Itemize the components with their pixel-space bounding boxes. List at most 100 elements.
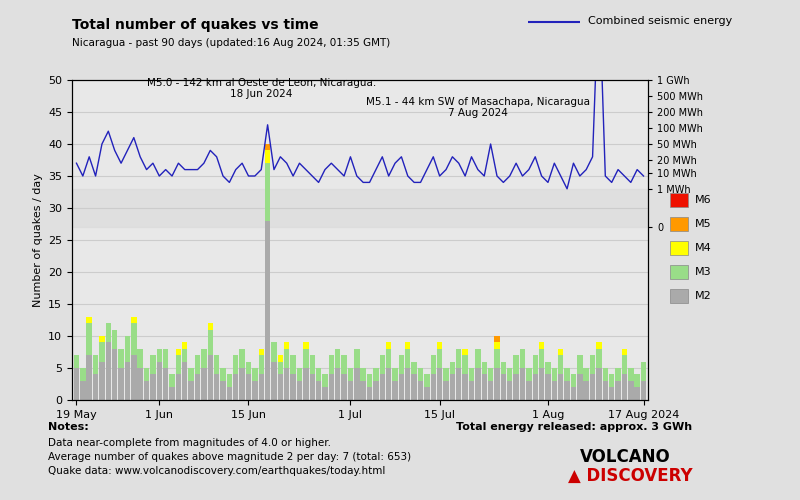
Bar [144, 381, 150, 400]
Bar [418, 368, 423, 381]
Bar [252, 381, 258, 400]
Bar [430, 374, 436, 400]
Bar [233, 374, 238, 400]
Bar [252, 368, 258, 381]
Bar [112, 349, 118, 400]
Bar [520, 349, 525, 368]
Bar [494, 336, 500, 342]
Text: M5: M5 [694, 219, 711, 229]
Bar [310, 374, 315, 400]
Bar [86, 323, 92, 355]
Bar [583, 381, 589, 400]
Bar [596, 368, 602, 400]
Bar [596, 349, 602, 368]
Bar [74, 368, 79, 400]
Bar [641, 362, 646, 381]
Bar [622, 349, 627, 355]
Bar [354, 349, 359, 368]
Bar [546, 374, 550, 400]
Bar [265, 144, 270, 150]
Bar [501, 362, 506, 374]
Bar [437, 349, 442, 368]
Bar [163, 368, 168, 400]
Text: M4: M4 [694, 243, 711, 253]
Bar [226, 374, 232, 387]
Bar [284, 368, 290, 400]
Bar [374, 381, 378, 400]
Bar [86, 317, 92, 323]
Bar [367, 374, 372, 387]
Bar [189, 368, 194, 381]
Bar [443, 381, 449, 400]
Bar [335, 368, 341, 400]
Bar [118, 368, 124, 400]
Bar [615, 368, 621, 381]
Bar [335, 349, 341, 368]
Text: Combined seismic energy: Combined seismic energy [588, 16, 732, 26]
Bar [424, 387, 430, 400]
Y-axis label: Number of quakes / day: Number of quakes / day [33, 173, 42, 307]
Bar [246, 362, 251, 374]
Bar [507, 368, 513, 381]
Bar [131, 355, 137, 400]
Bar [424, 374, 430, 387]
Bar [214, 355, 219, 374]
Bar [278, 362, 283, 374]
Bar [570, 387, 576, 400]
Bar [514, 355, 519, 374]
Bar [144, 368, 150, 381]
Bar [226, 387, 232, 400]
Bar [546, 362, 550, 374]
Bar [329, 355, 334, 374]
Bar [80, 368, 86, 381]
Bar [634, 374, 640, 387]
Bar [558, 349, 563, 355]
Bar [303, 368, 309, 400]
Bar [628, 381, 634, 400]
Bar [258, 374, 264, 400]
Text: Total number of quakes vs time: Total number of quakes vs time [72, 18, 318, 32]
Bar [602, 381, 608, 400]
Bar [405, 349, 410, 368]
Bar [482, 362, 487, 374]
Bar [398, 374, 404, 400]
Bar [303, 342, 309, 349]
Bar [284, 342, 290, 349]
Bar [271, 362, 277, 400]
Bar [354, 368, 359, 400]
Bar [558, 374, 563, 400]
Bar [367, 387, 372, 400]
Bar [405, 342, 410, 349]
Bar [157, 362, 162, 400]
Bar [329, 374, 334, 400]
Bar [258, 355, 264, 374]
Bar [303, 349, 309, 368]
Bar [450, 374, 455, 400]
Bar [290, 355, 296, 374]
Bar [488, 381, 494, 400]
Bar [398, 355, 404, 374]
Text: Nicaragua - past 90 days (updated:16 Aug 2024, 01:35 GMT): Nicaragua - past 90 days (updated:16 Aug… [72, 38, 390, 48]
Bar [201, 368, 206, 400]
Bar [577, 374, 582, 400]
Bar [220, 368, 226, 381]
Bar [182, 342, 187, 349]
Text: M5.0 - 142 km al Oeste de Leon, Nicaragua.
18 Jun 2024: M5.0 - 142 km al Oeste de Leon, Nicaragu… [146, 78, 376, 99]
Bar [278, 355, 283, 362]
Bar [265, 163, 270, 221]
Bar [437, 368, 442, 400]
Bar [93, 374, 98, 400]
Bar [182, 362, 187, 400]
Bar [437, 342, 442, 349]
Bar [570, 374, 576, 387]
Bar [265, 150, 270, 163]
Text: Data near-complete from magnitudes of 4.0 or higher.: Data near-complete from magnitudes of 4.… [48, 438, 331, 448]
Bar [469, 368, 474, 381]
Text: Average number of quakes above magnitude 2 per day: 7 (total: 653): Average number of quakes above magnitude… [48, 452, 411, 462]
Bar [131, 317, 137, 323]
Bar [310, 355, 315, 374]
Bar [195, 374, 200, 400]
Bar [456, 368, 462, 400]
Bar [494, 342, 500, 349]
Bar [297, 381, 302, 400]
